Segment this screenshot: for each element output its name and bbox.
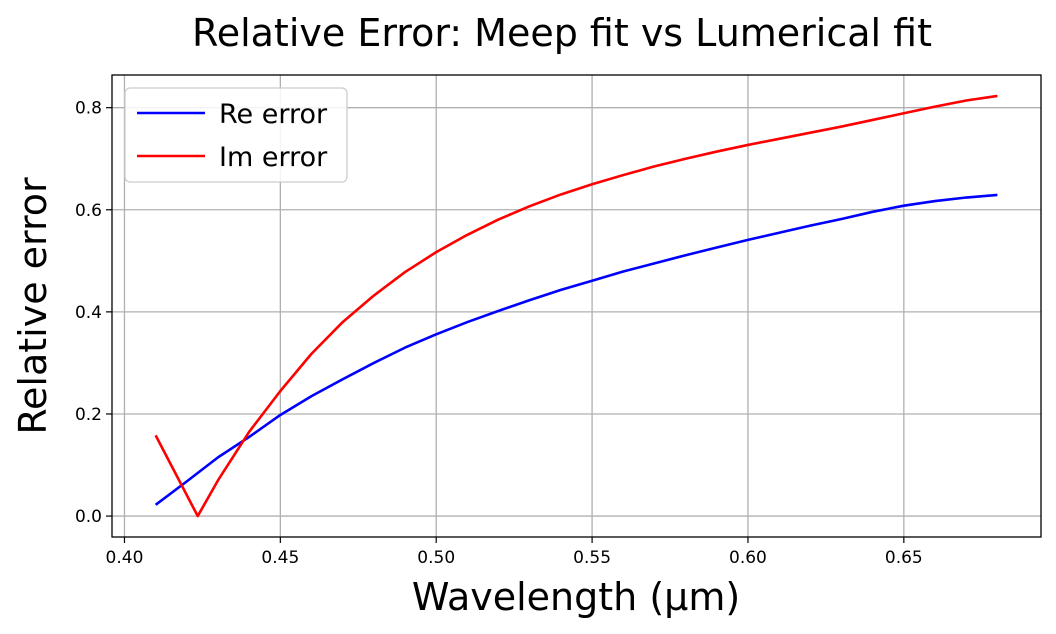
y-ticks: 0.0 0.2 0.4 0.6 0.8 [75,99,112,527]
x-tick-label: 0.50 [417,548,455,568]
chart-title: Relative Error: Meep fit vs Lumerical fi… [192,11,932,55]
y-tick-label: 0.2 [75,405,102,425]
series-line-re-error [154,193,998,506]
x-tick-label: 0.40 [106,548,144,568]
y-tick-label: 0.4 [75,303,102,323]
legend-box [124,87,348,183]
y-tick-label: 0.8 [75,99,102,119]
x-tick-label: 0.55 [573,548,611,568]
legend-label-im-error: Im error [219,142,328,173]
y-tick-label: 0.0 [75,507,102,527]
x-tick-label: 0.60 [729,548,767,568]
x-tick-label: 0.65 [885,548,923,568]
x-ticks: 0.40 0.45 0.50 0.55 0.60 0.65 [106,537,923,568]
legend: Re error Im error [124,87,348,183]
series-line-im-error [154,94,998,518]
x-axis-label: Wavelength (µm) [412,575,740,619]
y-axis-label: Relative error [11,177,55,435]
y-tick-label: 0.6 [75,201,102,221]
plot-frame [111,74,1042,538]
x-tick-label: 0.45 [261,548,299,568]
legend-label-re-error: Re error [219,99,328,130]
series-layer [154,94,998,518]
